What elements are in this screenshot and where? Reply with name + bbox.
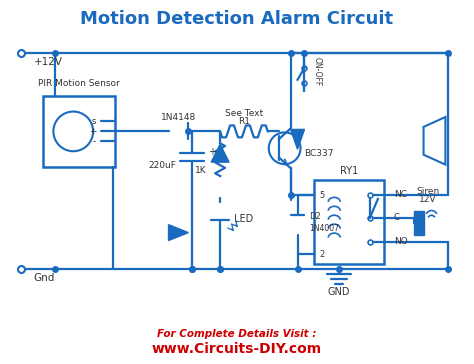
Text: 2: 2 <box>320 250 325 259</box>
Text: 12V: 12V <box>419 195 436 204</box>
Text: 1N4148: 1N4148 <box>161 113 196 122</box>
Polygon shape <box>424 117 446 165</box>
Text: R1: R1 <box>238 117 250 126</box>
Polygon shape <box>211 144 229 162</box>
Text: RY1: RY1 <box>340 166 358 176</box>
Text: 5: 5 <box>320 191 325 201</box>
Text: s: s <box>91 117 96 126</box>
Text: GND: GND <box>328 287 350 297</box>
Bar <box>44 96 115 167</box>
Circle shape <box>54 111 93 151</box>
Text: 220uF: 220uF <box>148 161 176 170</box>
Text: 1N4007: 1N4007 <box>310 224 339 233</box>
Text: PIR Motion Sensor: PIR Motion Sensor <box>38 79 120 88</box>
Text: LED: LED <box>234 214 253 224</box>
Text: See Text: See Text <box>225 109 263 118</box>
Text: D2: D2 <box>310 212 321 221</box>
Text: +: + <box>89 127 96 136</box>
Polygon shape <box>291 130 304 149</box>
Text: C: C <box>394 213 400 222</box>
Text: +12V: +12V <box>34 57 63 67</box>
Text: BC337: BC337 <box>304 149 334 158</box>
Circle shape <box>269 132 301 164</box>
Text: -: - <box>93 137 96 146</box>
Text: Siren: Siren <box>416 187 439 196</box>
Text: Gnd: Gnd <box>34 273 55 283</box>
Text: +: + <box>208 147 216 157</box>
Text: For Complete Details Visit :: For Complete Details Visit : <box>157 329 317 339</box>
Text: Motion Detection Alarm Circuit: Motion Detection Alarm Circuit <box>81 10 393 28</box>
Text: www.Circuits-DIY.com: www.Circuits-DIY.com <box>152 342 322 356</box>
Polygon shape <box>169 225 188 241</box>
Text: NC: NC <box>394 190 407 199</box>
Text: 1K: 1K <box>195 166 206 175</box>
Text: ON-OFF: ON-OFF <box>312 57 321 87</box>
Bar <box>314 180 384 264</box>
Text: NO: NO <box>394 237 408 246</box>
Bar <box>414 211 424 235</box>
